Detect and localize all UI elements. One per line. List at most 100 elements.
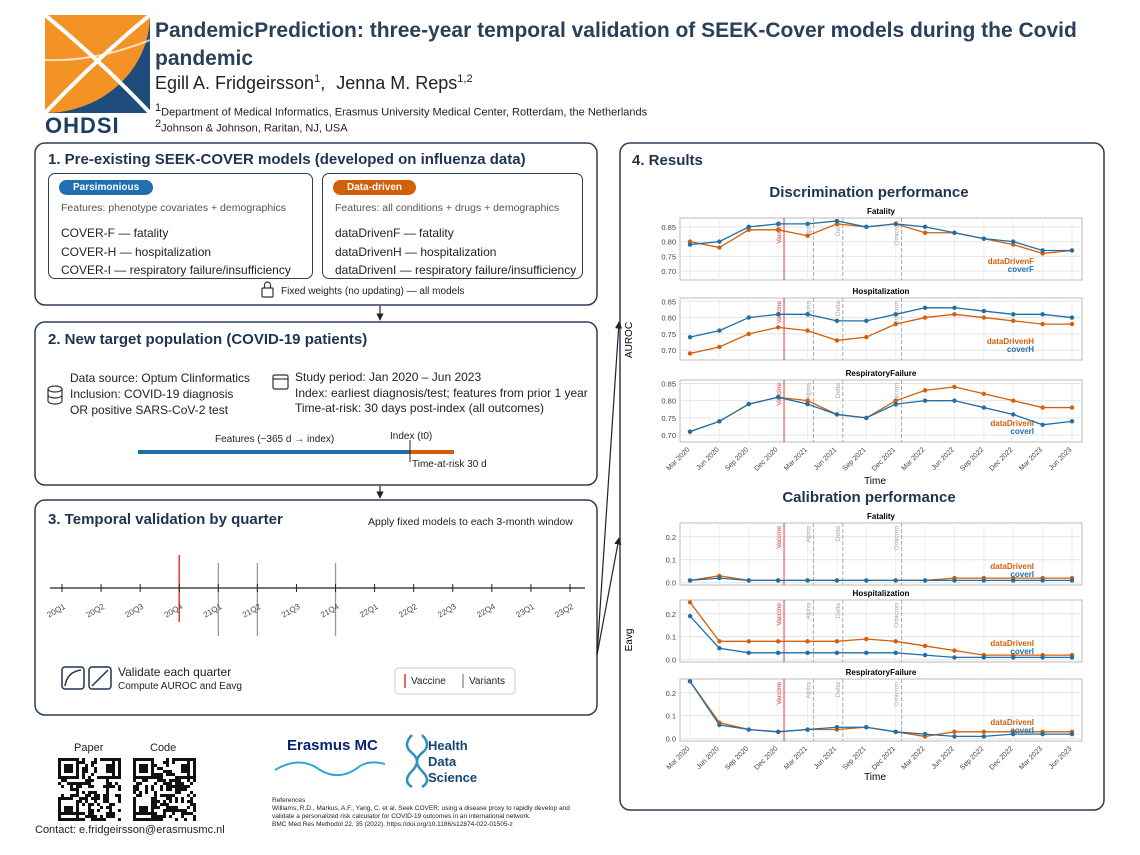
event-label: Alpha <box>805 526 812 543</box>
x-tick-label: Jun 2023 <box>1048 446 1073 471</box>
qr-module <box>133 764 136 767</box>
qr-module <box>91 815 94 818</box>
data-point <box>687 351 693 356</box>
qr-module <box>100 818 103 821</box>
data-point <box>805 233 810 238</box>
event-label: Delta <box>835 526 842 542</box>
data-point <box>893 398 898 403</box>
data-point <box>864 578 869 583</box>
qr-module <box>181 776 184 779</box>
qr-module <box>151 758 154 761</box>
qr-module <box>58 815 61 818</box>
qr-module <box>97 818 100 821</box>
event-label: Delta <box>835 603 842 619</box>
data-point <box>687 679 693 684</box>
qr-module <box>133 770 136 773</box>
panel-title: Hospitalization <box>853 287 910 296</box>
qr-module <box>151 818 154 821</box>
x-tick-label: Mar 2023 <box>1018 745 1044 771</box>
y-tick-label: 0.0 <box>666 579 676 588</box>
data-point <box>981 236 987 241</box>
x-tick-label: Sep 2020 <box>724 745 750 771</box>
y-tick-label: 0.80 <box>661 397 676 406</box>
event-label: Vaccine <box>776 383 783 406</box>
data-point <box>981 405 987 410</box>
qr-module <box>169 794 172 797</box>
qr-module <box>184 788 187 791</box>
qr-module <box>58 761 61 764</box>
qr-module <box>136 812 139 815</box>
qr-module <box>106 794 109 797</box>
section-title: 4. Results <box>632 152 703 169</box>
y-tick-label: 0.0 <box>666 656 676 665</box>
qr-module <box>109 767 112 770</box>
qr-module <box>151 776 154 779</box>
qr-module <box>85 779 88 782</box>
qr-module <box>97 797 100 800</box>
x-tick-label: Jun 2020 <box>695 446 720 471</box>
qr-module <box>184 764 187 767</box>
data-point <box>981 655 987 660</box>
data-point <box>864 650 869 656</box>
database-icon <box>47 385 63 405</box>
qr-module <box>70 806 73 809</box>
data-point <box>864 636 869 642</box>
qr-module <box>187 812 190 815</box>
qr-module <box>133 803 136 806</box>
legend-label: dataDrivenI <box>990 562 1034 571</box>
model-name: COVER-I — respiratory failure/insufficie… <box>61 263 291 277</box>
data-point <box>952 729 957 735</box>
qr-module <box>106 806 109 809</box>
qr-module <box>76 767 79 770</box>
qr-module <box>106 800 109 803</box>
qr-module <box>106 779 109 782</box>
qr-module <box>91 761 94 764</box>
data-point <box>922 398 928 403</box>
y-tick-label: 0.80 <box>661 238 676 247</box>
qr-module <box>184 785 187 788</box>
data-point <box>952 578 957 583</box>
qr-module <box>181 782 184 785</box>
data-point <box>717 239 722 244</box>
qr-module <box>79 812 82 815</box>
qr-module <box>67 782 70 785</box>
qr-module <box>193 809 196 812</box>
x-tick-label: Mar 2021 <box>783 446 809 472</box>
qr-module <box>139 770 142 773</box>
x-axis-title: Time <box>864 772 886 783</box>
data-point <box>775 650 781 656</box>
qr-module <box>73 776 76 779</box>
qr-module <box>70 782 73 785</box>
qr-module <box>169 785 172 788</box>
qr-module <box>136 776 139 779</box>
qr-module <box>76 803 79 806</box>
qr-module <box>139 812 142 815</box>
qr-module <box>112 773 115 776</box>
qr-module <box>178 785 181 788</box>
qr-module <box>85 764 88 767</box>
data-point <box>922 643 928 649</box>
qr-module <box>169 773 172 776</box>
qr-module <box>157 806 160 809</box>
qr-module <box>136 782 139 785</box>
quarter-label: 20Q1 <box>46 602 68 620</box>
qr-module <box>151 773 154 776</box>
qr-module <box>184 818 187 821</box>
data-point <box>775 729 781 735</box>
qr-module <box>109 812 112 815</box>
qr-module <box>73 782 76 785</box>
qr-module <box>148 758 151 761</box>
data-point <box>1040 655 1045 660</box>
qr-module <box>76 776 79 779</box>
group-features: Features: all conditions + drugs + demog… <box>335 202 560 214</box>
qr-module <box>163 770 166 773</box>
data-point <box>687 334 693 340</box>
erasmus-logo: Erasmus MC <box>287 737 378 754</box>
chart-group-title: Discrimination performance <box>769 184 968 201</box>
qr-module <box>139 764 142 767</box>
qr-module <box>160 815 163 818</box>
data-point <box>805 578 810 583</box>
affiliation: 2Johnson & Johnson, Raritan, NJ, USA <box>155 118 348 135</box>
hds-logo: Health Data Science <box>428 738 477 786</box>
qr-module <box>82 791 85 794</box>
